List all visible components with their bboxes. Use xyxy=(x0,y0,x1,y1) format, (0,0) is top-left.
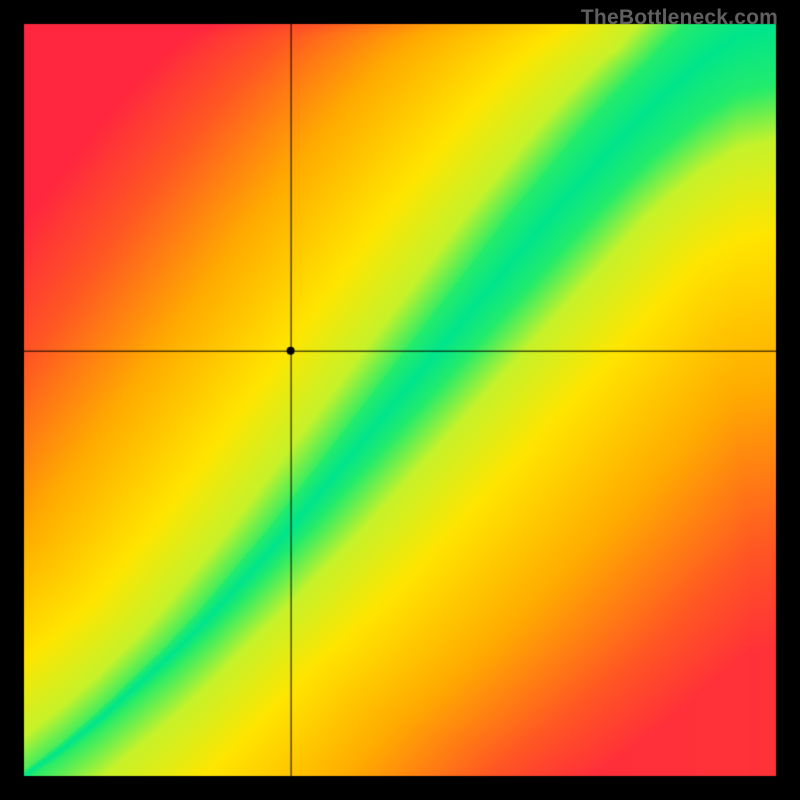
watermark-text: TheBottleneck.com xyxy=(581,6,778,30)
bottleneck-heatmap xyxy=(0,0,800,800)
